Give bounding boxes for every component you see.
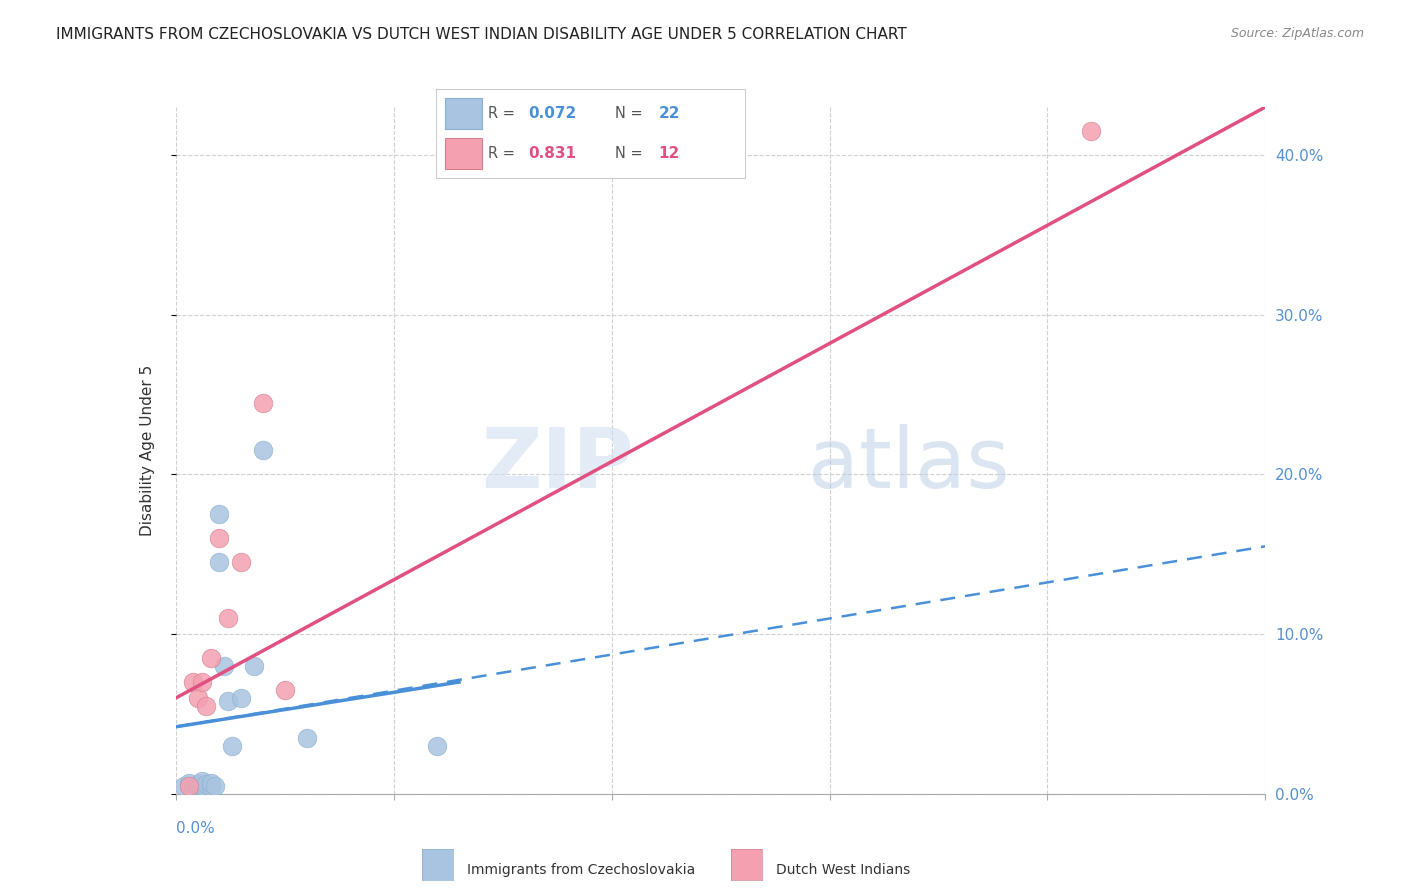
Point — [186, 780, 209, 795]
Text: N =: N = — [616, 106, 643, 120]
Point — [208, 531, 231, 545]
Point — [252, 395, 274, 409]
Text: IMMIGRANTS FROM CZECHOSLOVAKIA VS DUTCH WEST INDIAN DISABILITY AGE UNDER 5 CORRE: IMMIGRANTS FROM CZECHOSLOVAKIA VS DUTCH … — [56, 27, 907, 42]
Point — [181, 782, 204, 797]
Point — [195, 699, 218, 714]
Point — [208, 508, 231, 522]
Point — [426, 739, 449, 753]
Text: 0.072: 0.072 — [529, 106, 576, 120]
Point — [1080, 124, 1102, 138]
Point — [195, 782, 218, 797]
Point — [200, 780, 222, 795]
Point — [295, 731, 318, 745]
Point — [173, 779, 195, 793]
Point — [191, 675, 214, 690]
Text: R =: R = — [488, 146, 516, 161]
Point — [195, 777, 218, 791]
Point — [177, 775, 200, 789]
Point — [191, 779, 214, 793]
Point — [204, 779, 226, 793]
Text: ZIP: ZIP — [481, 424, 633, 505]
Point — [212, 659, 235, 673]
Text: 0.0%: 0.0% — [176, 822, 215, 837]
Point — [191, 774, 214, 789]
Point — [208, 555, 231, 569]
Point — [177, 779, 200, 793]
Point — [217, 694, 239, 708]
Point — [221, 739, 243, 753]
Point — [217, 611, 239, 625]
Bar — [446, 138, 482, 169]
Point — [231, 555, 253, 569]
Text: 0.831: 0.831 — [529, 146, 576, 161]
Point — [200, 651, 222, 665]
Text: atlas: atlas — [807, 424, 1010, 505]
Text: Dutch West Indians: Dutch West Indians — [776, 863, 910, 877]
Text: 22: 22 — [658, 106, 681, 120]
Point — [231, 691, 253, 706]
Text: N =: N = — [616, 146, 643, 161]
Text: 12: 12 — [658, 146, 681, 161]
Point — [200, 775, 222, 789]
Point — [186, 777, 209, 791]
Text: R =: R = — [488, 106, 516, 120]
Point — [186, 691, 209, 706]
Text: Source: ZipAtlas.com: Source: ZipAtlas.com — [1230, 27, 1364, 40]
Point — [274, 683, 297, 698]
Point — [181, 675, 204, 690]
Bar — [446, 98, 482, 129]
Text: Immigrants from Czechoslovakia: Immigrants from Czechoslovakia — [467, 863, 695, 877]
Y-axis label: Disability Age Under 5: Disability Age Under 5 — [141, 365, 155, 536]
Point — [243, 659, 266, 673]
Point — [252, 443, 274, 458]
